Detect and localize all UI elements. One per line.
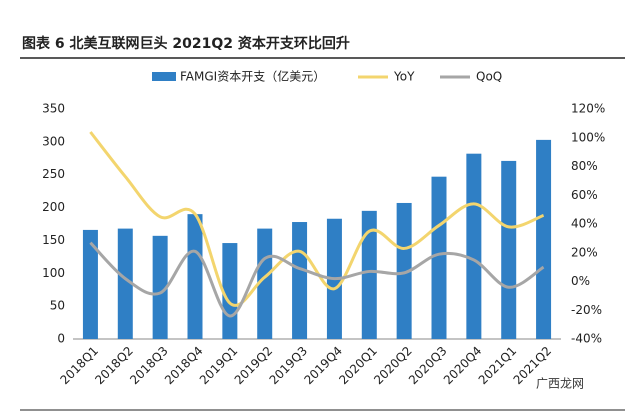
legend-label: QoQ xyxy=(476,70,502,84)
line xyxy=(89,131,545,307)
y2-tick-label: 60% xyxy=(571,188,598,202)
bar xyxy=(501,160,517,339)
legend-label: FAMGI资本开支（亿美元） xyxy=(180,69,325,84)
bar xyxy=(152,235,168,339)
legend-swatch xyxy=(152,72,176,81)
y-tick-label: 200 xyxy=(42,200,65,214)
y2-tick-label: -40% xyxy=(571,332,602,346)
y2-tick-label: 100% xyxy=(571,130,605,144)
y2-tick-label: 40% xyxy=(571,217,598,231)
y2-tick-label: 0% xyxy=(571,274,590,288)
y-tick-label: 0 xyxy=(57,332,65,346)
y-tick-label: 150 xyxy=(42,233,65,247)
y2-tick-label: -20% xyxy=(571,303,602,317)
bar xyxy=(187,214,203,339)
line xyxy=(89,241,545,318)
y-tick-label: 100 xyxy=(42,266,65,280)
y-tick-label: 250 xyxy=(42,167,65,181)
bar xyxy=(466,153,482,339)
bar xyxy=(82,229,98,339)
bar xyxy=(431,176,447,339)
y2-tick-label: 120% xyxy=(571,102,605,116)
y2-tick-label: 20% xyxy=(571,245,598,259)
y-tick-label: 300 xyxy=(42,134,65,148)
y2-tick-label: 80% xyxy=(571,159,598,173)
bar xyxy=(536,139,552,339)
bar xyxy=(361,210,377,339)
y-tick-label: 50 xyxy=(50,299,65,313)
legend-label: YoY xyxy=(393,70,415,84)
watermark: 广西龙网 xyxy=(536,377,584,391)
y-tick-label: 350 xyxy=(42,102,65,116)
bar xyxy=(222,243,238,339)
chart-title: 图表 6 北美互联网巨头 2021Q2 资本开支环比回升 xyxy=(22,35,350,52)
bar xyxy=(396,202,412,339)
bar xyxy=(117,228,133,339)
bar xyxy=(292,222,308,339)
